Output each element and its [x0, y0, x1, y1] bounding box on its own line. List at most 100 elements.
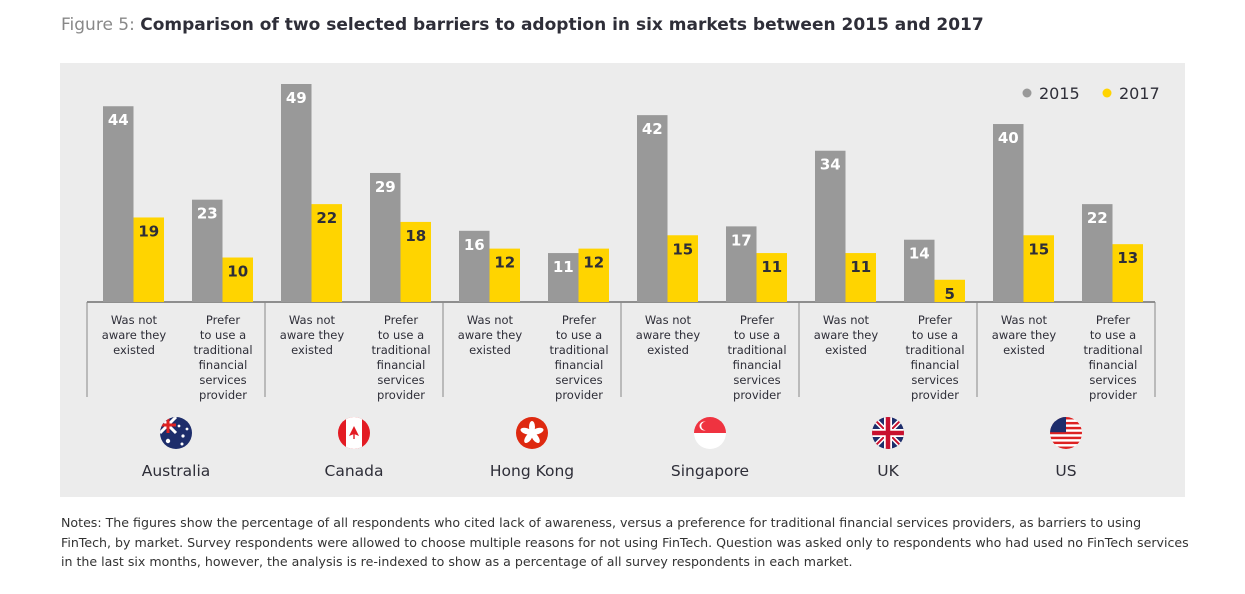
bar-2015 [281, 84, 312, 302]
data-label: 15 [672, 240, 693, 258]
category-label: provider [733, 388, 781, 402]
category-label: to use a [734, 328, 780, 342]
data-label: 49 [286, 89, 307, 107]
australia-flag-icon [160, 417, 192, 449]
category-label: to use a [556, 328, 602, 342]
category-label: existed [113, 343, 155, 357]
data-label: 11 [761, 258, 782, 276]
category-label: Was not [645, 313, 692, 327]
group-label: Australia [142, 462, 211, 480]
data-label: 12 [494, 254, 515, 272]
category-label: existed [469, 343, 511, 357]
data-label: 23 [197, 205, 218, 223]
notes: Notes: The figures show the percentage o… [61, 515, 1189, 569]
us-flag-icon [1050, 417, 1082, 449]
category-label: financial [911, 358, 960, 372]
bar-2017 [489, 248, 520, 302]
bar-2017 [222, 257, 253, 302]
bar-2017 [311, 204, 342, 302]
data-label: 15 [1028, 240, 1049, 258]
bar-2015 [192, 199, 223, 302]
category-label: Was not [289, 313, 336, 327]
category-label: services [199, 373, 246, 387]
data-label: 13 [1117, 249, 1138, 267]
category-label: traditional [727, 343, 786, 357]
category-label: Was not [1001, 313, 1048, 327]
category-label: aware they [636, 328, 701, 342]
category-label: provider [911, 388, 959, 402]
bar-2015 [370, 172, 401, 302]
category-label: Prefer [206, 313, 240, 327]
bar-2017 [756, 253, 787, 302]
category-label: to use a [912, 328, 958, 342]
category-label: Was not [823, 313, 870, 327]
category-label: services [377, 373, 424, 387]
category-label: aware they [992, 328, 1057, 342]
category-label: existed [1003, 343, 1045, 357]
bar-2017 [845, 253, 876, 302]
data-label: 34 [820, 156, 841, 174]
category-label: services [733, 373, 780, 387]
category-label: provider [377, 388, 425, 402]
data-label: 29 [375, 178, 396, 196]
category-label: to use a [378, 328, 424, 342]
group-label: Singapore [671, 462, 749, 480]
bar-2017 [1112, 244, 1143, 302]
category-label: Prefer [562, 313, 596, 327]
legend-marker-2015 [1022, 88, 1032, 98]
data-label: 11 [553, 258, 574, 276]
bar-2015 [1082, 204, 1113, 302]
bar-2015 [459, 230, 490, 302]
category-label: provider [1089, 388, 1137, 402]
canada-flag-icon [338, 417, 370, 449]
data-label: 18 [405, 227, 426, 245]
category-label: to use a [1090, 328, 1136, 342]
category-label: Prefer [1096, 313, 1130, 327]
category-label: financial [555, 358, 604, 372]
category-label: existed [825, 343, 867, 357]
data-label: 44 [108, 111, 129, 129]
category-label: Was not [111, 313, 158, 327]
bar-2017 [1023, 235, 1054, 302]
data-label: 14 [909, 245, 930, 263]
figure-title: Figure 5: Comparison of two selected bar… [61, 15, 984, 35]
bar-2017 [667, 235, 698, 302]
group-label: Hong Kong [490, 462, 574, 480]
bar-2015 [815, 150, 846, 302]
bar-2015 [637, 115, 668, 302]
singapore-flag-icon [694, 417, 726, 449]
category-label: financial [377, 358, 426, 372]
data-label: 22 [316, 209, 337, 227]
data-label: 11 [850, 258, 871, 276]
bar-2017 [934, 279, 965, 302]
legend-label: 2015 [1039, 84, 1080, 103]
category-label: financial [199, 358, 248, 372]
bar-2015 [726, 226, 757, 302]
category-label: services [911, 373, 958, 387]
data-label: 42 [642, 120, 663, 138]
bar-2017 [400, 221, 431, 302]
group-label: UK [877, 462, 899, 480]
category-label: aware they [814, 328, 879, 342]
category-label: aware they [458, 328, 523, 342]
category-label: aware they [102, 328, 167, 342]
bar-2015 [993, 124, 1024, 302]
category-label: traditional [549, 343, 608, 357]
category-label: traditional [371, 343, 430, 357]
category-label: Prefer [384, 313, 418, 327]
category-label: services [555, 373, 602, 387]
bar-2015 [548, 253, 579, 302]
data-label: 12 [583, 254, 604, 272]
data-label: 17 [731, 231, 752, 249]
category-label: provider [555, 388, 603, 402]
legend-label: 2017 [1119, 84, 1160, 103]
bar-2015 [103, 106, 134, 302]
legend-marker-2017 [1102, 88, 1112, 98]
category-label: existed [647, 343, 689, 357]
category-label: financial [733, 358, 782, 372]
category-label: financial [1089, 358, 1138, 372]
chart-panel: 44 19 Was not aware they existed 23 10 Prefer to… [60, 63, 1185, 497]
bar-2015 [904, 239, 935, 302]
category-label: traditional [905, 343, 964, 357]
